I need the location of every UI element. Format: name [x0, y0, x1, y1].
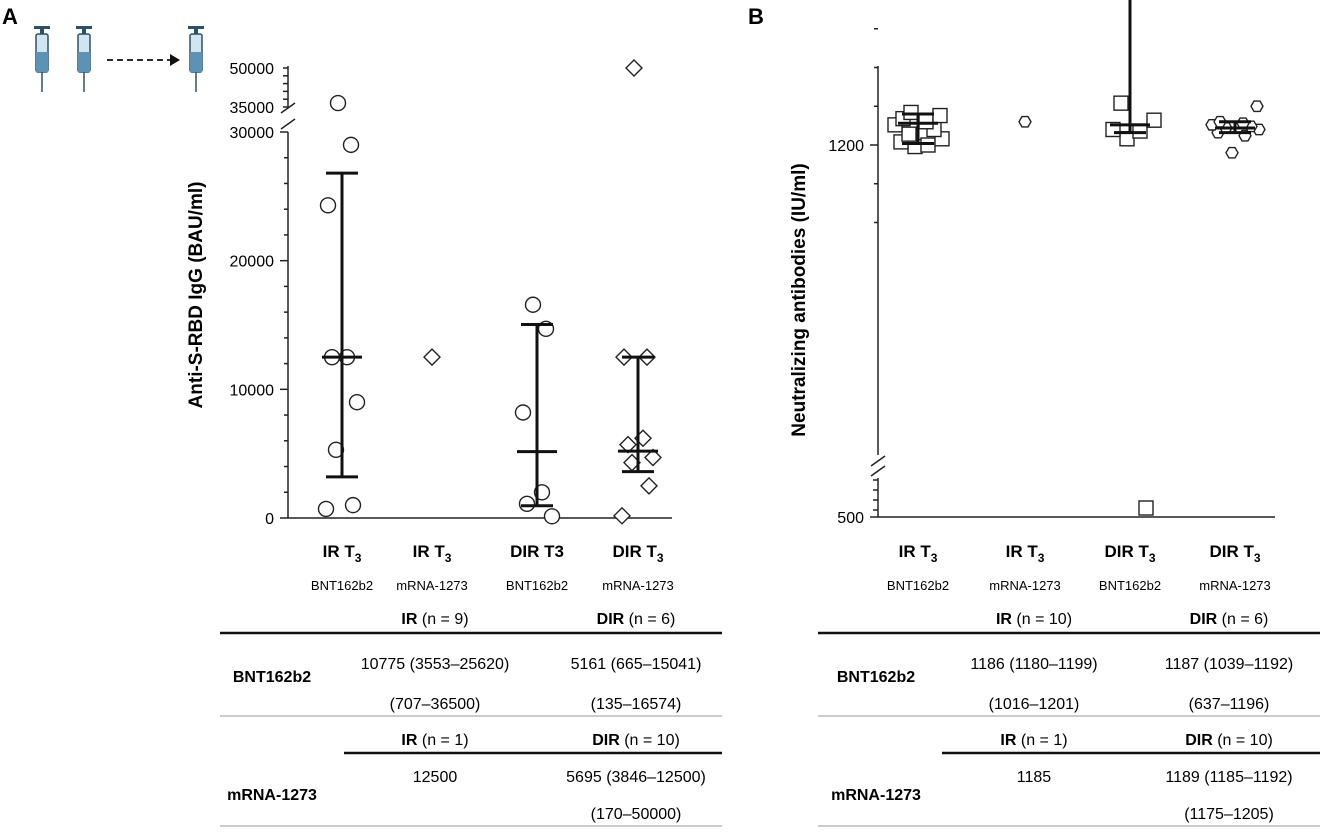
- x-category-label: DIR T3: [510, 542, 564, 561]
- y-tick-label: 500: [837, 510, 864, 527]
- y-tick-label: 1200: [828, 138, 864, 155]
- data-point: [342, 136, 360, 154]
- data-point: [344, 496, 362, 514]
- table-header: DIR (n = 6): [597, 611, 676, 628]
- table-header: DIR (n = 10): [1185, 732, 1273, 749]
- data-point: [1250, 100, 1264, 113]
- x-category-label: IR T3: [413, 542, 452, 565]
- data-point: [901, 126, 917, 142]
- axis-break-mark: [870, 465, 886, 477]
- data-point: [903, 104, 919, 121]
- x-category-label: DIR T3: [1104, 542, 1155, 565]
- summary-table-a: IR (n = 9) DIR (n = 6) BNT162b2 10775 (3553…: [220, 611, 722, 827]
- table-header: IR (n = 10): [996, 611, 1072, 628]
- table-cell: 5695 (3846–12500): [566, 769, 706, 786]
- x-category-label: IR T3: [1006, 542, 1045, 565]
- data-point: [920, 137, 936, 153]
- data-point: [524, 296, 542, 313]
- table-cell: (170–50000): [591, 806, 682, 823]
- table-header: IR (n = 9): [401, 611, 468, 628]
- data-point: [514, 404, 532, 421]
- table-cell: (707–36500): [390, 696, 481, 713]
- table-row-label: mRNA-1273: [227, 787, 317, 804]
- data-point: [518, 495, 536, 513]
- data-point: [625, 59, 643, 77]
- data-point: [619, 435, 637, 454]
- y-axis-title: Anti-S-RBD IgG (BAU/ml): [186, 182, 207, 409]
- x-category-vaccine: BNT162b2: [506, 578, 568, 593]
- data-point: [1018, 115, 1032, 128]
- table-row-label: mRNA-1273: [831, 787, 921, 804]
- table-header: IR (n = 1): [401, 732, 468, 749]
- y-tick-label: 30000: [230, 125, 275, 142]
- syringe-icon: [76, 26, 92, 92]
- data-point: [317, 500, 335, 518]
- table-cell: 5161 (665–15041): [571, 656, 702, 673]
- axis-break-mark: [280, 102, 296, 114]
- table-cell: 12500: [413, 769, 458, 786]
- table-cell: 1186 (1180–1199): [970, 656, 1097, 673]
- panel-letter: A: [2, 4, 18, 29]
- y-tick-label: 20000: [230, 254, 275, 271]
- table-header: IR (n = 1): [1000, 732, 1067, 749]
- table-row-label: BNT162b2: [837, 669, 915, 686]
- table-header: DIR (n = 6): [1190, 611, 1269, 628]
- x-category-label: DIR T3: [1209, 542, 1260, 565]
- y-tick-label: 0: [265, 511, 274, 528]
- x-category-vaccine: BNT162b2: [1099, 578, 1161, 593]
- table-cell: 1187 (1039–1192): [1165, 656, 1293, 673]
- table-cell: 1185: [1017, 769, 1052, 786]
- panel-letter: B: [748, 4, 764, 29]
- x-category-vaccine: BNT162b2: [887, 578, 949, 593]
- table-cell: 1189 (1185–1192): [1165, 769, 1292, 786]
- data-point: [319, 197, 337, 214]
- y-axis-title: Neutralizing antibodies (IU/ml): [789, 163, 810, 436]
- x-category-label: DIR T3: [612, 542, 663, 565]
- x-category-vaccine: mRNA-1273: [602, 578, 674, 593]
- data-point: [1113, 95, 1129, 111]
- y-tick-label: 10000: [230, 382, 275, 399]
- data-point: [640, 476, 658, 495]
- axis-break-mark: [870, 455, 886, 467]
- data-point: [1225, 146, 1239, 159]
- arrow-right-icon: [107, 54, 180, 66]
- data-point: [543, 508, 561, 525]
- summary-table-b: IR (n = 10) DIR (n = 6) BNT162b2 1186 (1180…: [818, 611, 1320, 827]
- x-category-vaccine: BNT162b2: [311, 578, 373, 593]
- x-category-vaccine: mRNA-1273: [1199, 578, 1271, 593]
- table-cell: 10775 (3553–25620): [361, 656, 510, 673]
- table-row-label: BNT162b2: [233, 669, 311, 686]
- x-category-vaccine: mRNA-1273: [989, 578, 1061, 593]
- y-tick-label: 35000: [230, 100, 275, 117]
- data-point: [329, 94, 347, 112]
- data-point: [1138, 500, 1154, 516]
- data-point: [613, 506, 631, 525]
- table-cell: (1175–1205): [1184, 806, 1274, 823]
- data-point: [1146, 112, 1162, 128]
- data-point: [918, 114, 934, 130]
- x-category-label: IR T3: [899, 542, 938, 565]
- syringe-icon: [188, 26, 204, 92]
- table-cell: (135–16574): [591, 696, 682, 713]
- data-point: [644, 448, 662, 467]
- plot-area-a: 0 10000 20000 30000 35000 50000 IR T3 BNT162b2 I…: [230, 59, 674, 593]
- table-cell: (1016–1201): [989, 696, 1080, 713]
- x-category-label: IR T3: [323, 542, 362, 565]
- data-point: [423, 348, 441, 367]
- x-category-vaccine: mRNA-1273: [396, 578, 468, 593]
- table-cell: (637–1196): [1189, 696, 1270, 713]
- data-point: [932, 107, 948, 124]
- syringe-icon: [34, 26, 50, 92]
- data-point: [348, 394, 366, 411]
- table-header: DIR (n = 10): [592, 732, 680, 749]
- axis-break-mark: [280, 118, 296, 130]
- y-tick-label: 50000: [230, 61, 275, 78]
